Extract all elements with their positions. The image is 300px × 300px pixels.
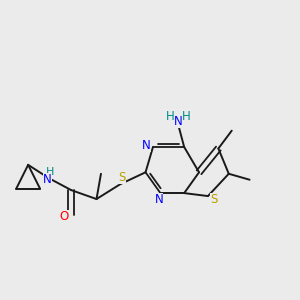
Text: H: H xyxy=(46,167,55,177)
Text: S: S xyxy=(210,193,218,206)
Text: H: H xyxy=(182,110,191,123)
Text: S: S xyxy=(118,171,125,184)
Text: H: H xyxy=(166,110,174,123)
Text: N: N xyxy=(154,193,163,206)
Text: O: O xyxy=(59,210,68,224)
Text: N: N xyxy=(142,139,151,152)
Text: N: N xyxy=(174,115,183,128)
Text: N: N xyxy=(43,173,52,186)
